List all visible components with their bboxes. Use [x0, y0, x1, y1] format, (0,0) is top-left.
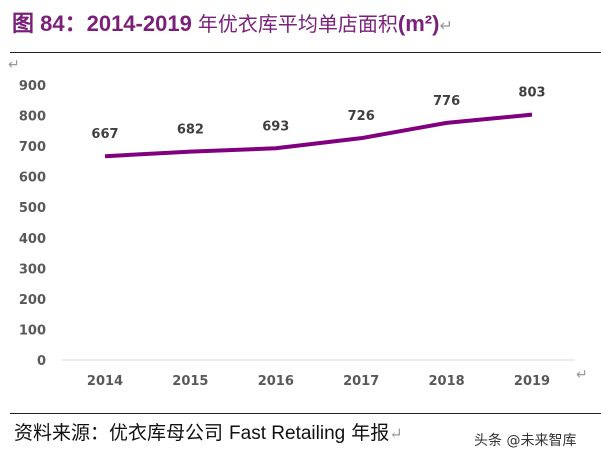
return-mark-icon: ↵: [389, 424, 403, 443]
y-tick-label: 600: [19, 171, 46, 186]
source-company: Fast Retailing: [229, 423, 346, 444]
y-tick-label: 500: [19, 201, 46, 216]
title-cn: 年优衣库平均单店面积: [197, 12, 398, 36]
y-tick-label: 400: [19, 232, 46, 247]
source-suffix: 年报: [345, 422, 390, 444]
return-mark-icon: ↵: [8, 56, 20, 72]
y-tick-label: 200: [19, 293, 46, 308]
title-unit: (m²): [397, 11, 440, 36]
x-tick-label: 2018: [429, 374, 465, 389]
data-label: 726: [348, 109, 375, 124]
figure-title: 图 84：2014-2019 年优衣库平均单店面积(m²)↵: [12, 6, 453, 38]
y-tick-label: 100: [19, 323, 46, 338]
x-tick-label: 2016: [258, 374, 294, 389]
y-tick-label: 800: [19, 110, 46, 125]
title-prefix: 图: [12, 11, 41, 36]
top-rule: [10, 52, 601, 53]
return-mark-icon: ↵: [439, 18, 453, 35]
title-number: 84：2014-2019: [40, 11, 198, 36]
series-line: [104, 112, 533, 159]
bottom-rule: [10, 413, 601, 414]
data-label: 776: [433, 94, 460, 109]
data-label: 682: [177, 123, 204, 138]
watermark: 头条 @未来智库: [474, 433, 577, 449]
data-label: 667: [91, 127, 118, 142]
x-tick-label: 2015: [172, 374, 208, 389]
y-tick-label: 700: [19, 140, 46, 155]
source-label: 资料来源：优衣库母公司: [14, 422, 230, 444]
data-label: 803: [518, 86, 545, 101]
x-tick-label: 2017: [343, 374, 379, 389]
x-tick-label: 2019: [514, 374, 550, 389]
source-note: 资料来源：优衣库母公司 Fast Retailing 年报↵: [14, 418, 403, 445]
y-tick-label: 0: [37, 354, 46, 369]
data-label: 693: [262, 119, 289, 134]
return-mark-icon: ↵: [576, 366, 588, 382]
y-tick-label: 300: [19, 262, 46, 277]
x-tick-label: 2014: [87, 374, 123, 389]
y-tick-label: 900: [19, 79, 46, 94]
